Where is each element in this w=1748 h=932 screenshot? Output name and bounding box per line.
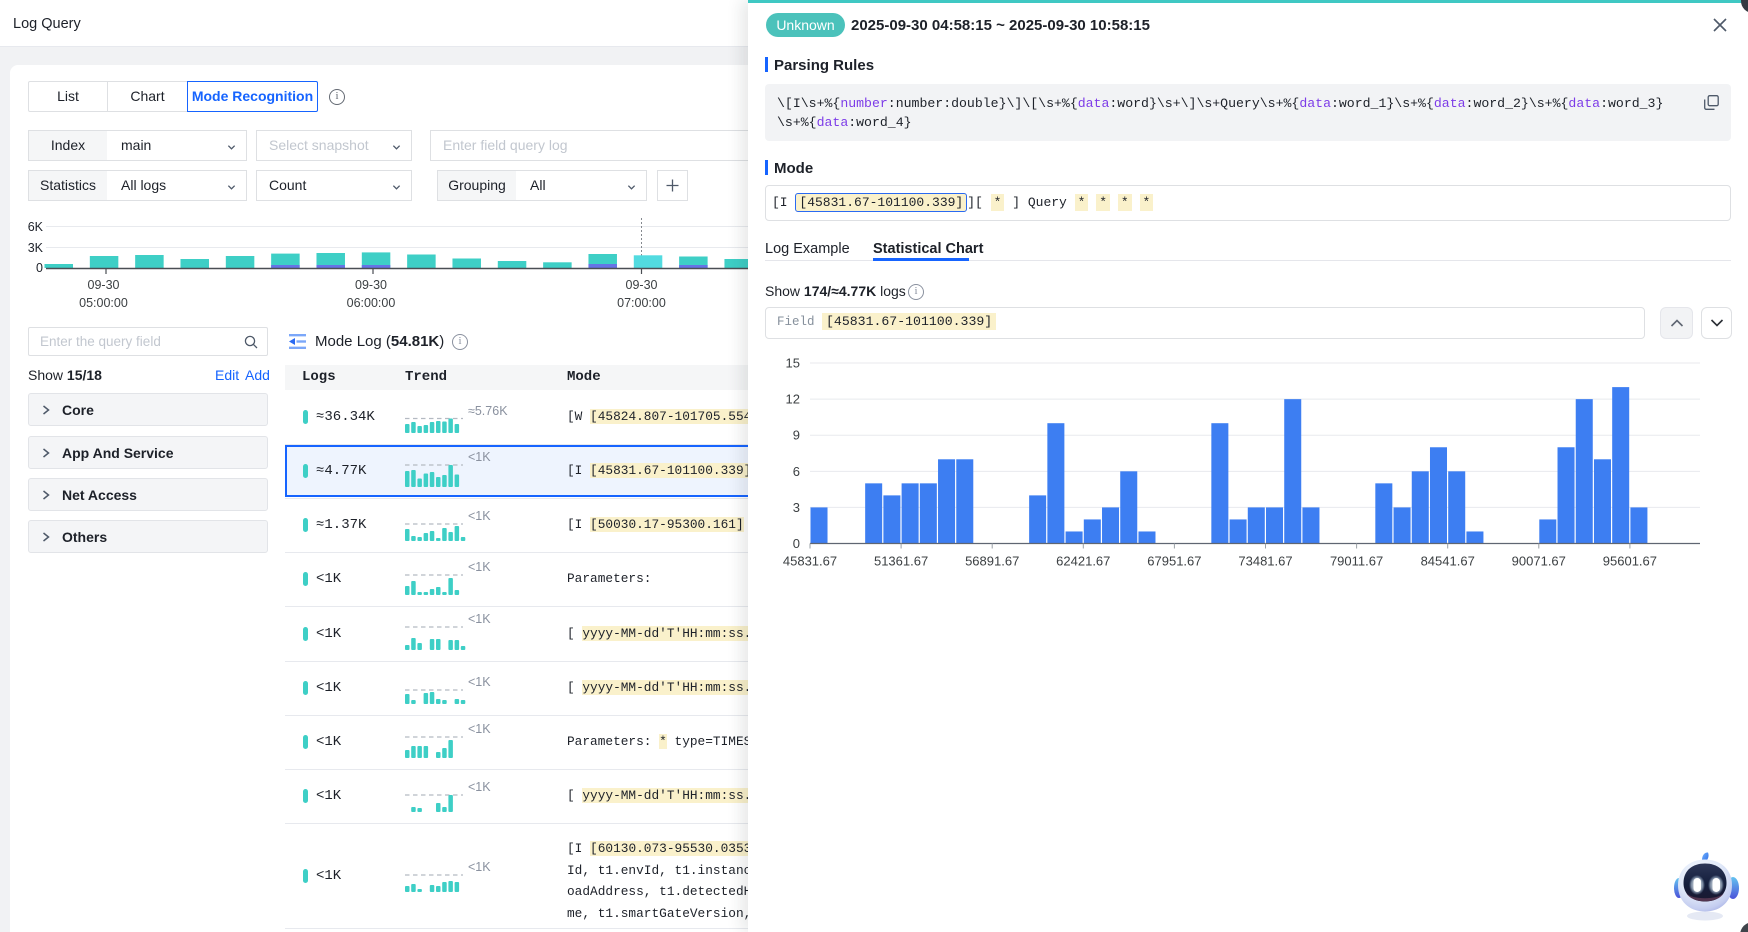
svg-text:12: 12 [786, 392, 800, 407]
svg-text:3: 3 [793, 500, 800, 515]
svg-text:6: 6 [793, 464, 800, 479]
svg-text:0: 0 [36, 261, 43, 275]
svg-text:0: 0 [793, 536, 800, 551]
svg-text:07:00:00: 07:00:00 [617, 296, 666, 310]
svg-text:67951.67: 67951.67 [1147, 554, 1201, 569]
svg-text:51361.67: 51361.67 [874, 554, 928, 569]
svg-text:95601.67: 95601.67 [1603, 554, 1657, 569]
svg-text:62421.67: 62421.67 [1056, 554, 1110, 569]
svg-text:84541.67: 84541.67 [1421, 554, 1475, 569]
svg-text:15: 15 [786, 356, 800, 371]
svg-text:56891.67: 56891.67 [965, 554, 1019, 569]
svg-text:79011.67: 79011.67 [1330, 554, 1383, 569]
svg-text:9: 9 [793, 428, 800, 443]
svg-text:06:00:00: 06:00:00 [347, 296, 396, 310]
svg-text:90071.67: 90071.67 [1512, 554, 1566, 569]
svg-text:45831.67: 45831.67 [783, 554, 837, 569]
svg-text:09-30: 09-30 [88, 278, 120, 292]
svg-text:3K: 3K [28, 241, 44, 255]
svg-text:73481.67: 73481.67 [1238, 554, 1292, 569]
svg-text:6K: 6K [28, 220, 44, 234]
svg-text:09-30: 09-30 [626, 278, 658, 292]
svg-text:05:00:00: 05:00:00 [79, 296, 128, 310]
svg-text:09-30: 09-30 [355, 278, 387, 292]
